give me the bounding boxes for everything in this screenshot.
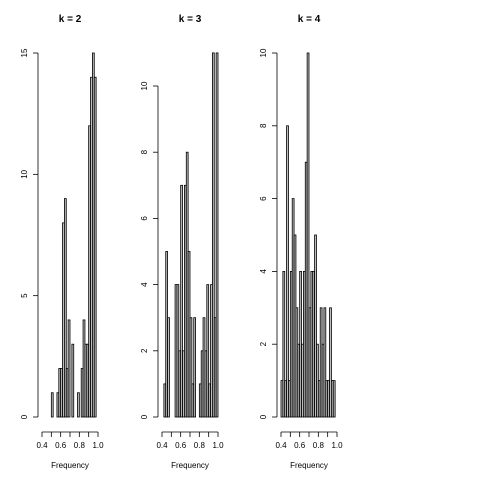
histogram-bar bbox=[286, 125, 289, 418]
histogram-bar bbox=[215, 52, 219, 418]
histogram-bar bbox=[332, 380, 336, 418]
panel-title: k = 4 bbox=[298, 14, 321, 25]
y-tick-label: 10 bbox=[140, 81, 149, 90]
histogram-bar bbox=[67, 319, 71, 418]
y-tick-label: 5 bbox=[20, 293, 29, 298]
histogram-panel-2: k = 3 0 2 4 6 8 10 0.4 0.6 0.8 1.0 Frequency bbox=[140, 14, 224, 470]
histogram-bar bbox=[180, 184, 183, 418]
y-tick-label: 4 bbox=[140, 282, 149, 287]
y-tick-label: 8 bbox=[259, 123, 268, 128]
histogram-bar bbox=[323, 307, 327, 418]
y-tick-label: 0 bbox=[259, 414, 268, 419]
y-tick-label: 0 bbox=[20, 414, 29, 419]
x-tick-label: 0.4 bbox=[156, 441, 168, 450]
histogram-bar bbox=[211, 52, 215, 418]
x-tick-label: 1.0 bbox=[212, 441, 224, 450]
y-tick-label: 6 bbox=[140, 216, 149, 221]
histogram-panel-3: k = 4 0 2 4 6 8 10 0.4 0.6 0.8 1.0 Frequency bbox=[259, 14, 343, 470]
histogram-bar bbox=[193, 317, 196, 418]
x-tick-label: 0.6 bbox=[294, 441, 306, 450]
histogram-panel-1: k = 2 0 5 10 15 0.4 0.6 0.8 1.0 Frequency bbox=[20, 14, 104, 470]
y-tick-label: 6 bbox=[259, 196, 268, 201]
histogram-bar bbox=[314, 234, 317, 418]
y-tick-label: 2 bbox=[259, 341, 268, 346]
x-tick-label: 1.0 bbox=[92, 441, 104, 450]
y-tick-label: 0 bbox=[140, 414, 149, 419]
x-tick-label: 0.8 bbox=[194, 441, 206, 450]
x-tick-label: 1.0 bbox=[331, 441, 343, 450]
x-tick-label: 0.4 bbox=[36, 441, 48, 450]
histogram-bar bbox=[64, 198, 67, 418]
histogram-bar bbox=[206, 284, 210, 418]
panel-title: k = 3 bbox=[179, 14, 202, 25]
y-tick-label: 2 bbox=[140, 348, 149, 353]
x-tick-label: 0.4 bbox=[275, 441, 287, 450]
histogram-bar bbox=[50, 392, 54, 418]
y-tick-label: 15 bbox=[20, 48, 29, 57]
histogram-bar bbox=[71, 343, 75, 418]
x-axis-label: Frequency bbox=[290, 461, 328, 470]
x-axis-label: Frequency bbox=[171, 461, 209, 470]
y-tick-label: 4 bbox=[259, 269, 268, 274]
x-tick-label: 0.6 bbox=[55, 441, 67, 450]
y-tick-label: 8 bbox=[140, 149, 149, 154]
x-tick-label: 0.8 bbox=[74, 441, 86, 450]
x-tick-label: 0.6 bbox=[175, 441, 187, 450]
x-tick-label: 0.8 bbox=[313, 441, 325, 450]
y-tick-label: 10 bbox=[259, 48, 268, 57]
histogram-bar bbox=[93, 76, 97, 418]
x-axis-label: Frequency bbox=[51, 461, 89, 470]
histogram-bar bbox=[282, 270, 286, 418]
histogram-bar bbox=[329, 307, 332, 418]
histogram-bar bbox=[167, 317, 170, 418]
histogram-bar bbox=[306, 52, 310, 418]
histogram-bar bbox=[77, 392, 80, 418]
histogram-bar bbox=[189, 317, 193, 418]
y-tick-label: 10 bbox=[20, 169, 29, 178]
panel-title: k = 2 bbox=[59, 14, 82, 25]
